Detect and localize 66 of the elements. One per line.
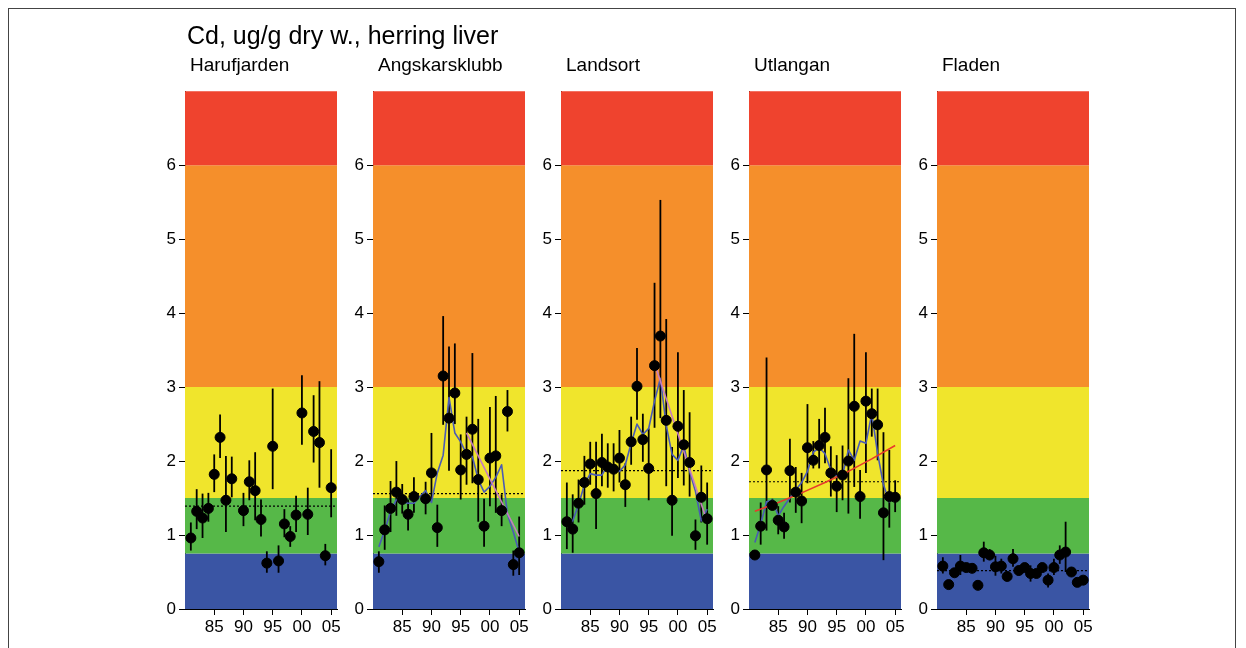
- x-tick-label: 90: [422, 616, 441, 636]
- y-tick-label: 5: [354, 228, 364, 248]
- y-tick-label: 5: [730, 228, 740, 248]
- y-tick-label: 1: [918, 524, 928, 544]
- y-tick-label: 1: [730, 524, 740, 544]
- y-tick-label: 1: [542, 524, 552, 544]
- y-tick-label: 4: [730, 302, 740, 322]
- y-tick-label: 3: [354, 376, 364, 396]
- y-tick-label: 2: [354, 450, 364, 470]
- x-tick-label: 95: [451, 616, 471, 636]
- x-tick-label: 90: [986, 616, 1005, 636]
- x-tick-label: 05: [509, 616, 529, 636]
- y-tick-label: 2: [542, 450, 552, 470]
- y-tick-label: 5: [918, 228, 928, 248]
- x-tick-label: 05: [697, 616, 717, 636]
- x-tick-label: 05: [1073, 616, 1093, 636]
- x-tick-label: 85: [768, 616, 788, 636]
- x-tick-label: 95: [827, 616, 847, 636]
- y-tick-label: 4: [166, 302, 176, 322]
- y-tick-label: 3: [166, 376, 176, 396]
- x-tick-label: 85: [204, 616, 224, 636]
- x-tick-label: 00: [856, 616, 876, 636]
- y-tick-label: 3: [730, 376, 740, 396]
- text: Cd, ug/g dry w., herring liver: [187, 21, 499, 49]
- x-tick-label: 00: [1044, 616, 1064, 636]
- y-tick-label: 0: [918, 598, 928, 618]
- y-tick-label: 6: [542, 154, 552, 174]
- y-tick-label: 2: [166, 450, 176, 470]
- y-tick-label: 4: [918, 302, 928, 322]
- y-tick-label: 3: [542, 376, 552, 396]
- x-tick-label: 85: [956, 616, 976, 636]
- chart-title: Landsort: [565, 53, 641, 77]
- x-tick-label: 90: [798, 616, 817, 636]
- y-tick-label: 3: [918, 376, 928, 396]
- chart-title: Harufjarden: [189, 53, 291, 77]
- x-tick-label: 85: [580, 616, 600, 636]
- chart-title: Angskarsklubb: [377, 53, 504, 77]
- x-tick-label: 00: [480, 616, 500, 636]
- y-tick-label: 2: [730, 450, 740, 470]
- x-tick-label: 05: [321, 616, 341, 636]
- y-tick-label: 6: [166, 154, 176, 174]
- x-tick-label: 95: [1015, 616, 1035, 636]
- y-tick-label: 1: [354, 524, 364, 544]
- y-tick-label: 1: [166, 524, 176, 544]
- x-tick-label: 85: [392, 616, 412, 636]
- x-tick-label: 00: [668, 616, 688, 636]
- y-tick-label: 4: [542, 302, 552, 322]
- chart-title: Utlangan: [753, 53, 832, 77]
- y-tick-label: 5: [542, 228, 552, 248]
- y-tick-label: 6: [354, 154, 364, 174]
- x-tick-label: 05: [885, 616, 905, 636]
- y-tick-label: 0: [730, 598, 740, 618]
- y-tick-label: 0: [354, 598, 364, 618]
- x-tick-label: 90: [234, 616, 253, 636]
- y-tick-label: 6: [730, 154, 740, 174]
- y-tick-label: 6: [918, 154, 928, 174]
- chart-title: Fladen: [941, 53, 1002, 77]
- y-tick-label: 4: [354, 302, 364, 322]
- x-tick-label: 95: [263, 616, 283, 636]
- x-tick-label: 90: [610, 616, 629, 636]
- y-tick-label: 0: [166, 598, 176, 618]
- y-tick-label: 2: [918, 450, 928, 470]
- x-tick-label: 95: [639, 616, 659, 636]
- x-tick-label: 00: [292, 616, 312, 636]
- y-tick-label: 5: [166, 228, 176, 248]
- y-tick-label: 0: [542, 598, 552, 618]
